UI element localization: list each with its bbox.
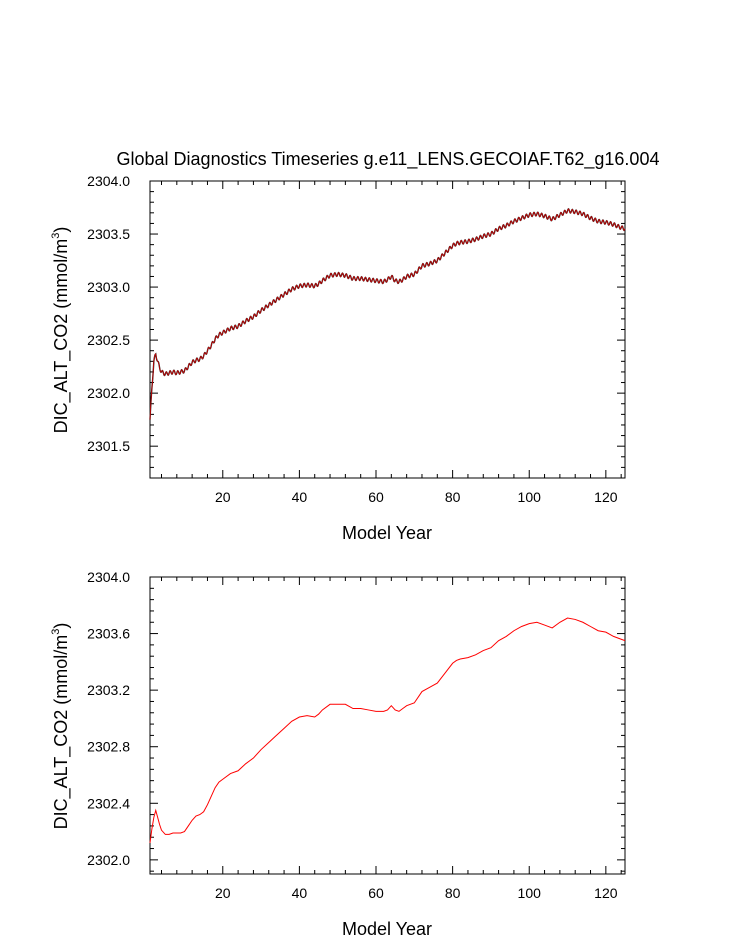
axis-ticks bbox=[150, 576, 625, 874]
x-tick-label: 60 bbox=[368, 489, 384, 505]
y-tick-label: 2302.8 bbox=[87, 739, 130, 755]
y-tick-label: 2302.0 bbox=[87, 385, 130, 401]
y-tick-labels: 2302.0 2302.4 2302.8 2303.2 2303.6 2304.0 bbox=[87, 569, 130, 868]
series-layer bbox=[149, 208, 626, 420]
x-tick-labels: 20 40 60 80 100 120 bbox=[215, 489, 618, 505]
x-tick-label: 80 bbox=[445, 885, 461, 901]
y-axis-title: DIC_ALT_CO2 (mmol/m3) bbox=[50, 623, 72, 830]
y-tick-label: 2304.0 bbox=[87, 173, 130, 189]
series-line-shadow bbox=[149, 208, 626, 420]
y-tick-label: 2303.6 bbox=[87, 626, 130, 642]
x-tick-label: 20 bbox=[215, 885, 231, 901]
y-axis-title-main: DIC_ALT_CO2 (mmol/m bbox=[51, 635, 72, 830]
axis-ticks bbox=[150, 180, 625, 479]
x-tick-label: 120 bbox=[594, 885, 618, 901]
y-axis-title-sup: 3 bbox=[50, 629, 62, 635]
y-tick-label: 2303.5 bbox=[87, 226, 130, 242]
y-tick-labels: 2301.5 2302.0 2302.5 2303.0 2303.5 2304.0 bbox=[87, 173, 130, 454]
x-axis-title: Model Year bbox=[342, 523, 432, 543]
y-tick-label: 2304.0 bbox=[87, 569, 130, 585]
x-tick-label: 100 bbox=[518, 489, 542, 505]
chart-title: Global Diagnostics Timeseries g.e11_LENS… bbox=[117, 149, 660, 170]
chart-bottom: 2302.0 2302.4 2302.8 2303.2 2303.6 2304.0 20 4… bbox=[50, 569, 626, 939]
series-line bbox=[149, 208, 626, 420]
y-tick-label: 2302.5 bbox=[87, 332, 130, 348]
y-axis-title-main: DIC_ALT_CO2 (mmol/m bbox=[51, 239, 72, 434]
plot-frame bbox=[149, 180, 626, 479]
plot-frame bbox=[149, 576, 626, 875]
y-axis-title-close: ) bbox=[51, 227, 71, 233]
y-axis-title-sup: 3 bbox=[50, 233, 62, 239]
x-tick-label: 100 bbox=[518, 885, 542, 901]
x-tick-label: 20 bbox=[215, 489, 231, 505]
series-layer bbox=[149, 617, 626, 843]
y-axis-title: DIC_ALT_CO2 (mmol/m3) bbox=[50, 227, 72, 434]
y-tick-label: 2301.5 bbox=[87, 438, 130, 454]
x-tick-label: 40 bbox=[292, 885, 308, 901]
y-tick-label: 2303.2 bbox=[87, 682, 130, 698]
x-tick-label: 60 bbox=[368, 885, 384, 901]
x-tick-labels: 20 40 60 80 100 120 bbox=[215, 885, 618, 901]
y-tick-label: 2302.4 bbox=[87, 795, 130, 811]
y-tick-label: 2303.0 bbox=[87, 279, 130, 295]
x-tick-label: 80 bbox=[445, 489, 461, 505]
y-axis-title-close: ) bbox=[51, 623, 71, 629]
x-axis-title: Model Year bbox=[342, 919, 432, 939]
x-tick-label: 40 bbox=[292, 489, 308, 505]
y-tick-label: 2302.0 bbox=[87, 852, 130, 868]
series-line bbox=[149, 617, 626, 843]
x-tick-label: 120 bbox=[594, 489, 618, 505]
chart-top: Global Diagnostics Timeseries g.e11_LENS… bbox=[50, 149, 659, 543]
